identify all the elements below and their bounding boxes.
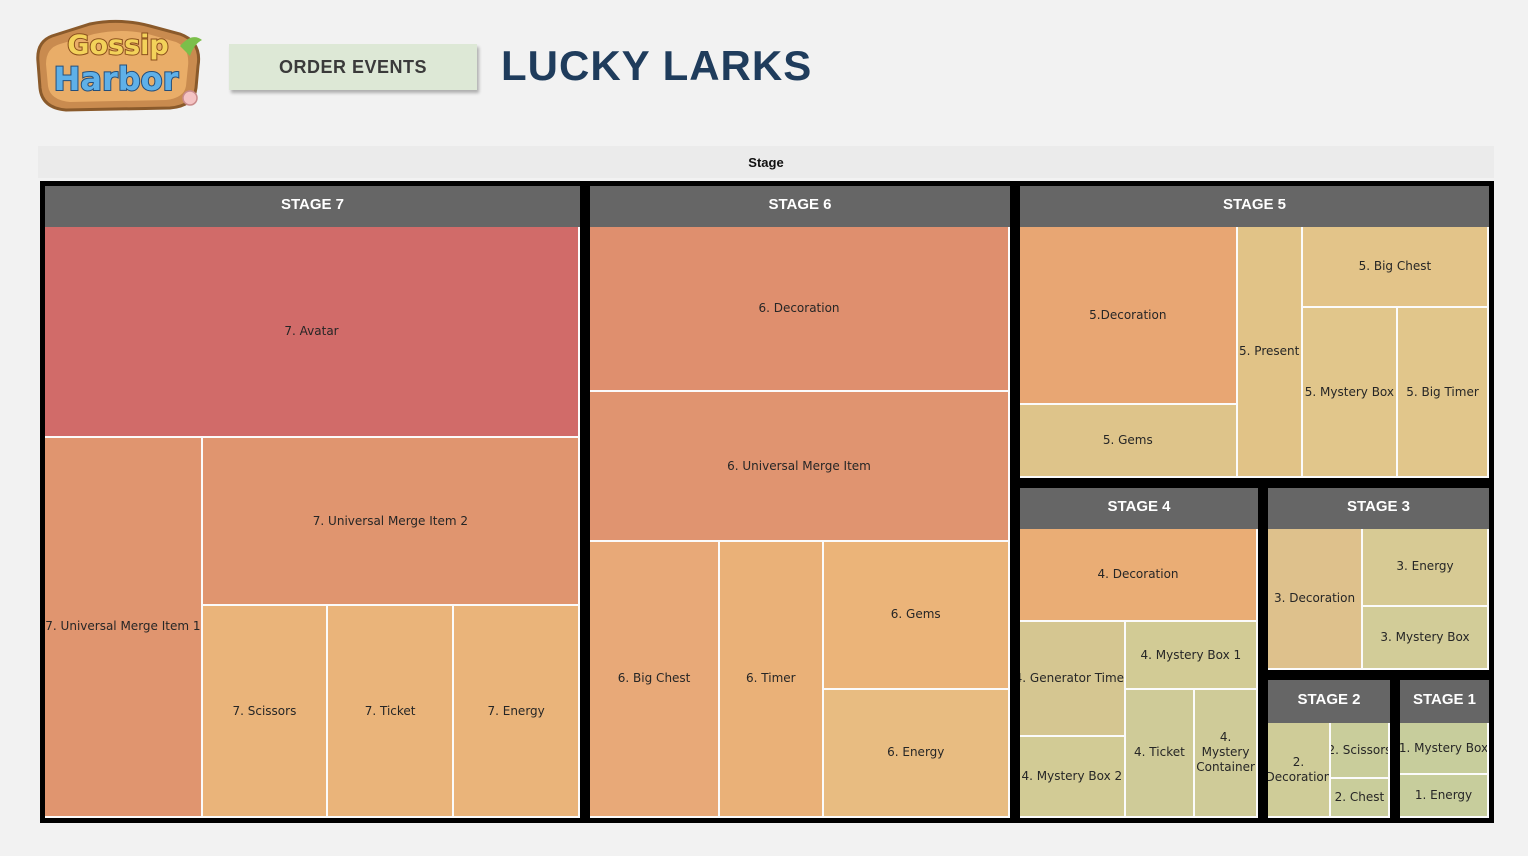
treemap-cell-2-scissors: 2. Scissors: [1330, 723, 1390, 780]
treemap-cell-6-universal-merge-item: 6. Universal Merge Item: [590, 392, 1010, 542]
stage-header-stage-7: STAGE 7: [40, 181, 585, 227]
treemap-cell-7-universal-merge-item-1: 7. Universal Merge Item 1: [45, 437, 203, 818]
treemap-cell-5-big-timer: 5. Big Timer: [1398, 308, 1489, 478]
treemap-cell-6-decoration: 6. Decoration: [590, 227, 1010, 393]
order-events-button[interactable]: ORDER EVENTS: [229, 44, 477, 90]
treemap-cell-7-universal-merge-item-2: 7. Universal Merge Item 2: [202, 437, 580, 607]
treemap-cell-4-mystery-box-1: 4. Mystery Box 1: [1125, 622, 1258, 690]
chart-title: Stage: [38, 146, 1494, 178]
treemap-cell-3-decoration: 3. Decoration: [1268, 529, 1364, 670]
svg-text:Harbor: Harbor: [54, 60, 179, 98]
treemap-cell-4-ticket: 4. Ticket: [1125, 689, 1196, 818]
treemap-cell-6-energy: 6. Energy: [823, 689, 1010, 818]
treemap-cell-5-gems: 5. Gems: [1020, 405, 1238, 478]
treemap-cell-1-energy: 1. Energy: [1400, 775, 1489, 818]
stage-header-stage-2: STAGE 2: [1263, 675, 1395, 723]
stage-header-stage-4: STAGE 4: [1015, 483, 1263, 529]
treemap-cell-5-mystery-box: 5. Mystery Box: [1302, 308, 1398, 478]
treemap-cell-2-decoration: 2. Decoration: [1268, 723, 1331, 818]
svg-text:Gossip: Gossip: [67, 30, 168, 61]
stage-header-stage-1: STAGE 1: [1395, 675, 1494, 723]
treemap-cell-6-gems: 6. Gems: [823, 542, 1010, 690]
treemap-cell-7-avatar: 7. Avatar: [45, 227, 580, 438]
treemap-cell-7-ticket: 7. Ticket: [328, 606, 455, 818]
treemap-cell-5-big-chest: 5. Big Chest: [1302, 227, 1489, 309]
treemap-cell-7-energy: 7. Energy: [454, 606, 580, 818]
event-title: LUCKY LARKS: [501, 42, 813, 89]
treemap-cell-7-scissors: 7. Scissors: [202, 606, 328, 818]
treemap-cell-4-mystery-box-2: 4. Mystery Box 2: [1020, 737, 1126, 818]
treemap-cell-4-mystery-container: 4. Mystery Container: [1195, 689, 1258, 818]
treemap-cell-3-energy: 3. Energy: [1363, 529, 1489, 607]
treemap-cell-6-timer: 6. Timer: [720, 542, 824, 818]
treemap-cell-5-present: 5. Present: [1237, 227, 1303, 478]
treemap-cell-4-generator-timer: 4. Generator Timer: [1020, 622, 1126, 738]
stage-header-stage-5: STAGE 5: [1015, 181, 1494, 227]
gossip-harbor-logo: Gossip Harbor: [36, 19, 202, 112]
stage-header-stage-3: STAGE 3: [1263, 483, 1494, 529]
stage-header-stage-6: STAGE 6: [585, 181, 1015, 227]
treemap-cell-6-big-chest: 6. Big Chest: [590, 542, 721, 818]
treemap-cell-3-mystery-box: 3. Mystery Box: [1363, 606, 1489, 670]
treemap-cell-2-chest: 2. Chest: [1330, 779, 1390, 818]
treemap-cell-5-decoration: 5.Decoration: [1020, 227, 1238, 406]
treemap-cell-4-decoration: 4. Decoration: [1020, 529, 1258, 623]
treemap-cell-1-mystery-box: 1. Mystery Box: [1400, 723, 1489, 776]
